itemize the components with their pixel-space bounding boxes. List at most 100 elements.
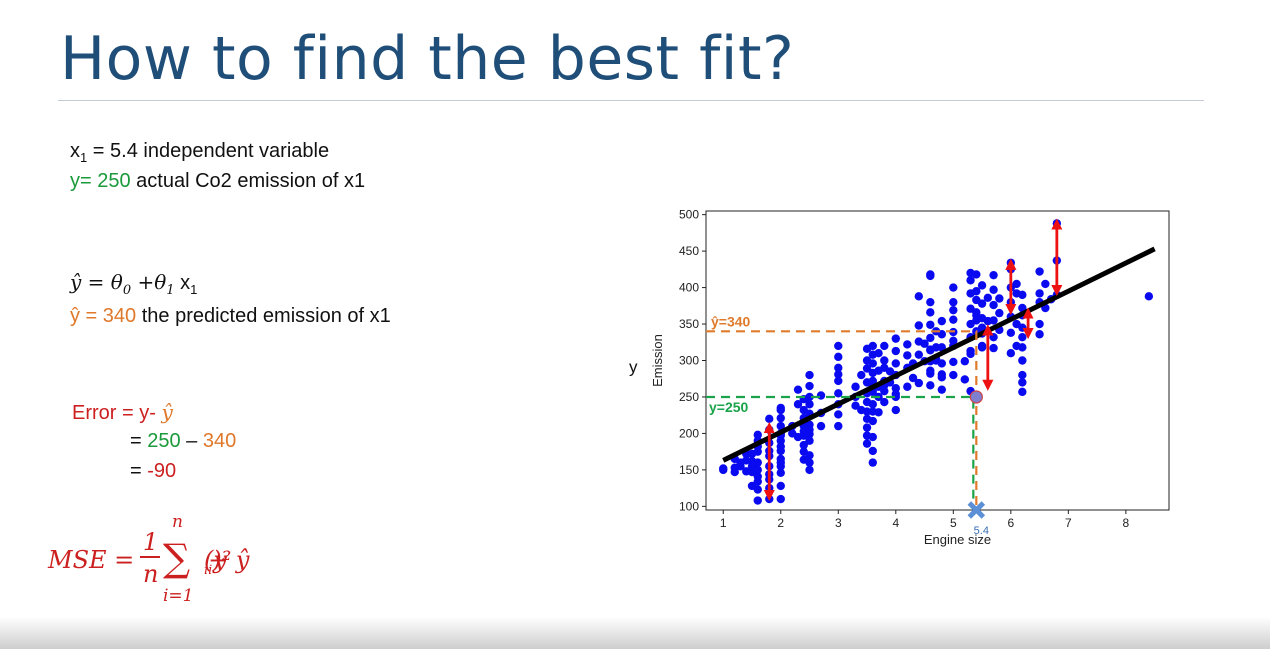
data-point <box>972 270 981 279</box>
data-point <box>949 283 958 292</box>
data-point <box>805 400 814 409</box>
data-point <box>1018 387 1027 397</box>
error-minus: – <box>180 430 203 452</box>
mse-body: (y i − ŷ i)² <box>204 546 249 578</box>
x-tick-label: 8 <box>1123 516 1130 530</box>
yhat-value: ŷ = 340 <box>70 305 137 327</box>
data-point <box>1018 290 1027 300</box>
data-point <box>926 297 935 307</box>
data-point <box>891 359 901 368</box>
data-point <box>949 370 958 380</box>
y-tick-label: 250 <box>679 390 699 404</box>
data-point <box>816 421 826 431</box>
data-point <box>891 405 901 415</box>
data-point <box>903 351 912 360</box>
data-point <box>805 436 814 445</box>
data-point <box>960 375 970 384</box>
data-point <box>857 370 866 380</box>
data-point <box>1018 356 1027 365</box>
data-point <box>862 407 872 416</box>
data-point <box>937 385 947 394</box>
x-tick-label: 1 <box>720 516 727 530</box>
data-point <box>776 413 785 423</box>
y-tick-label: 500 <box>679 208 699 222</box>
data-point <box>983 293 993 302</box>
data-point <box>914 378 924 388</box>
data-point <box>1018 332 1027 342</box>
data-point <box>753 485 762 494</box>
data-point <box>1035 330 1044 339</box>
mse-fraction-bar <box>140 556 160 558</box>
data-point <box>949 357 958 367</box>
data-point <box>966 276 975 285</box>
yhat-annotation: ŷ=340 <box>711 313 751 329</box>
x-marker-label: 5.4 <box>974 525 989 537</box>
y-tick-label: 100 <box>679 499 699 513</box>
data-point <box>949 305 958 315</box>
bottom-shade <box>0 617 1270 649</box>
x-axis-label: Engine size <box>924 532 991 547</box>
data-point <box>805 381 814 391</box>
data-point <box>966 349 975 359</box>
data-point <box>1035 267 1044 276</box>
data-point <box>926 333 935 343</box>
y-tick-label: 450 <box>679 244 699 258</box>
data-point <box>776 421 785 431</box>
data-point <box>989 285 998 294</box>
y-text: actual Co2 emission of x1 <box>130 170 366 192</box>
error-y: y- <box>139 402 162 424</box>
data-point <box>805 465 814 475</box>
outer-y-label: y <box>629 358 638 377</box>
data-point <box>989 332 998 342</box>
mse-numerator: 1 <box>143 528 159 556</box>
data-point <box>914 350 924 359</box>
data-point <box>851 382 860 391</box>
data-point <box>868 359 877 368</box>
error-line-3: = -90 <box>130 460 176 483</box>
data-point <box>753 458 762 467</box>
data-point <box>989 316 998 325</box>
x1-text: = 5.4 independent variable <box>87 140 330 162</box>
yhat-reference-line <box>706 330 978 510</box>
model-equation: ŷ = θ0 +θ1 x1 <box>70 270 197 298</box>
data-point <box>834 421 843 431</box>
data-point <box>920 339 929 348</box>
data-point <box>753 447 762 456</box>
data-point <box>989 343 998 353</box>
data-point <box>765 414 774 424</box>
theta1-subscript: 1 <box>166 283 175 298</box>
error-line-1: Error = y- ŷ <box>72 400 173 425</box>
data-point <box>793 385 803 394</box>
data-point <box>989 270 998 280</box>
data-point <box>753 472 762 481</box>
mse-body-open: (y <box>204 546 227 574</box>
data-point <box>868 416 877 426</box>
mse-sub-i1: i <box>204 562 209 578</box>
data-point <box>1006 328 1016 337</box>
data-point <box>834 363 843 372</box>
data-point <box>834 341 843 351</box>
x-marker-icon <box>967 501 986 519</box>
error-eq-3: = <box>130 460 148 482</box>
data-point <box>880 356 889 365</box>
data-point <box>868 400 877 409</box>
data-point <box>1041 279 1050 289</box>
data-point <box>972 287 981 296</box>
emission-scatter-chart: 1 2 3 4 5 6 7 8 100 150 200 250 300 350 400 450 500 Engin… <box>629 208 1170 547</box>
data-point <box>977 281 987 290</box>
data-point <box>765 494 774 504</box>
data-point <box>776 494 785 504</box>
mse-sum-bottom: i=1 <box>163 586 194 606</box>
mse-sum-top: n <box>172 512 183 532</box>
error-label: Error = <box>72 402 140 424</box>
data-point <box>862 439 872 448</box>
data-point <box>862 423 872 432</box>
data-point <box>880 386 889 396</box>
data-point <box>937 370 947 379</box>
data-point <box>805 370 814 380</box>
model-x: x <box>174 272 191 294</box>
data-point <box>816 391 826 400</box>
data-point <box>805 458 814 467</box>
data-point <box>1018 343 1027 352</box>
data-point <box>903 340 912 349</box>
